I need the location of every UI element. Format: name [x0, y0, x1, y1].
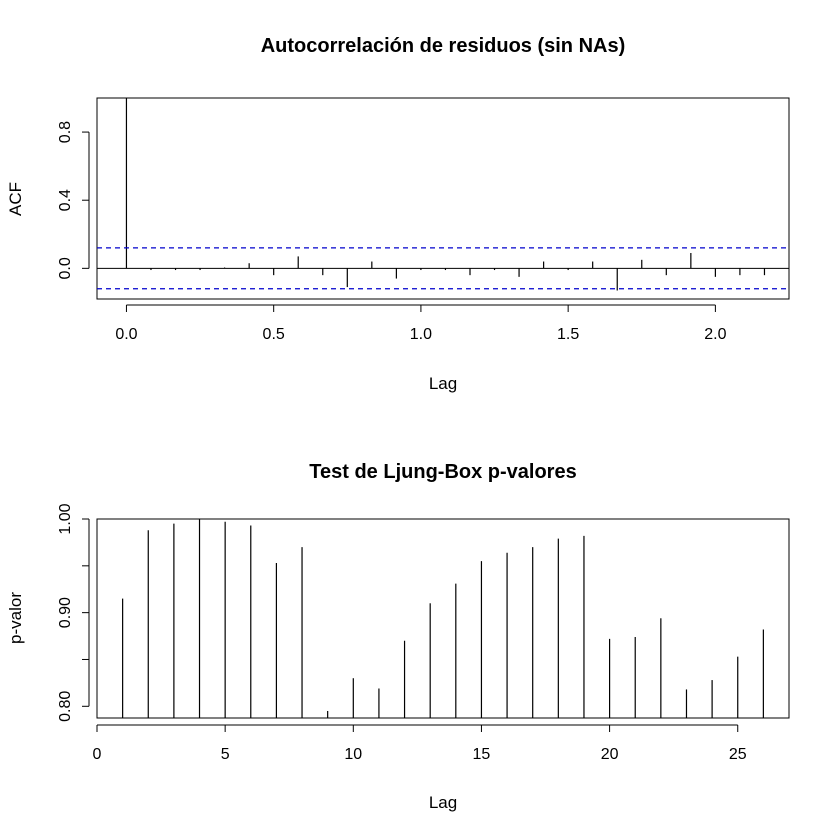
acf-y-axis: 0.0 0.4 0.8	[57, 121, 90, 279]
ljung-box-y-tick-label: 0.80	[57, 691, 74, 722]
acf-y-tick-label: 0.8	[57, 121, 74, 143]
ljung-box-bars	[122, 519, 764, 718]
ljung-box-x-label: Lag	[429, 793, 457, 812]
acf-x-tick-label: 1.0	[410, 326, 432, 343]
ljung-box-y-tick-label: 0.90	[57, 597, 74, 628]
acf-y-tick-label: 0.4	[57, 189, 74, 211]
acf-y-label: ACF	[6, 182, 25, 216]
ljung-box-x-tick-label: 15	[473, 746, 491, 763]
acf-x-label: Lag	[429, 374, 457, 393]
acf-title: Autocorrelación de residuos (sin NAs)	[261, 35, 626, 57]
ljung-box-plot-frame	[96, 518, 790, 719]
ljung-box-title: Test de Ljung-Box p-valores	[309, 461, 576, 483]
ljung-box-x-axis: 0 5 10 15 20 25	[93, 724, 747, 763]
acf-panel: Autocorrelación de residuos (sin NAs) 0.…	[6, 35, 790, 393]
ljung-box-y-axis: 0.80 0.90 1.00	[57, 503, 90, 722]
acf-bars	[97, 98, 789, 291]
ljung-box-x-tick-label: 25	[729, 746, 747, 763]
ljung-box-x-tick-label: 10	[344, 746, 362, 763]
acf-plot-frame	[96, 97, 790, 300]
ljung-box-x-tick-label: 0	[93, 746, 102, 763]
ljung-box-x-tick-label: 5	[221, 746, 230, 763]
acf-y-tick-label: 0.0	[57, 257, 74, 279]
ljung-box-y-label: p-valor	[6, 592, 25, 644]
acf-x-tick-label: 0.5	[263, 326, 285, 343]
acf-x-tick-label: 2.0	[704, 326, 726, 343]
acf-confidence-bounds	[97, 247, 789, 290]
ljung-box-y-tick-label: 1.00	[57, 503, 74, 534]
acf-x-tick-label: 1.5	[557, 326, 579, 343]
acf-x-tick-label: 0.0	[115, 326, 137, 343]
ljung-box-x-tick-label: 20	[601, 746, 619, 763]
ljung-box-panel: Test de Ljung-Box p-valores 0.80 0.90 1.00…	[6, 461, 790, 812]
acf-x-axis: 0.0 0.5 1.0 1.5 2.0	[115, 304, 727, 343]
